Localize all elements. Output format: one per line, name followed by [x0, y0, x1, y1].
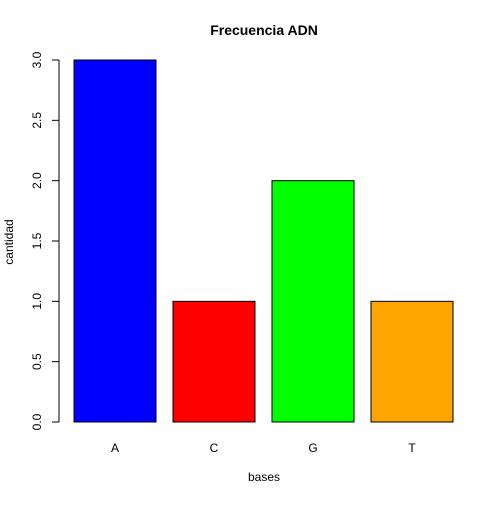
- y-tick-label: 2.5: [30, 112, 44, 129]
- x-tick-label: A: [111, 441, 119, 455]
- y-tick-label: 3.0: [30, 51, 44, 68]
- x-tick-label: C: [210, 441, 219, 455]
- bar-c: [172, 300, 256, 423]
- y-tick-label: 1.0: [30, 293, 44, 310]
- bar-a: [73, 59, 157, 423]
- bar-t: [370, 300, 454, 423]
- bars-group: [73, 59, 454, 423]
- y-axis-label: cantidad: [2, 219, 16, 264]
- y-tick-label: 0.5: [30, 353, 44, 370]
- y-tick-label: 1.5: [30, 232, 44, 249]
- y-axis: 0.0 0.5 1.0 1.5 2.0 2.5 3.0: [30, 51, 60, 430]
- x-tick-label: G: [308, 441, 317, 455]
- bar-g: [271, 180, 355, 423]
- chart-title: Frecuencia ADN: [210, 22, 318, 38]
- x-tick-label: T: [408, 441, 416, 455]
- y-tick-label: 2.0: [30, 172, 44, 189]
- y-tick-label: 0.0: [30, 413, 44, 430]
- x-axis-label: bases: [248, 470, 280, 484]
